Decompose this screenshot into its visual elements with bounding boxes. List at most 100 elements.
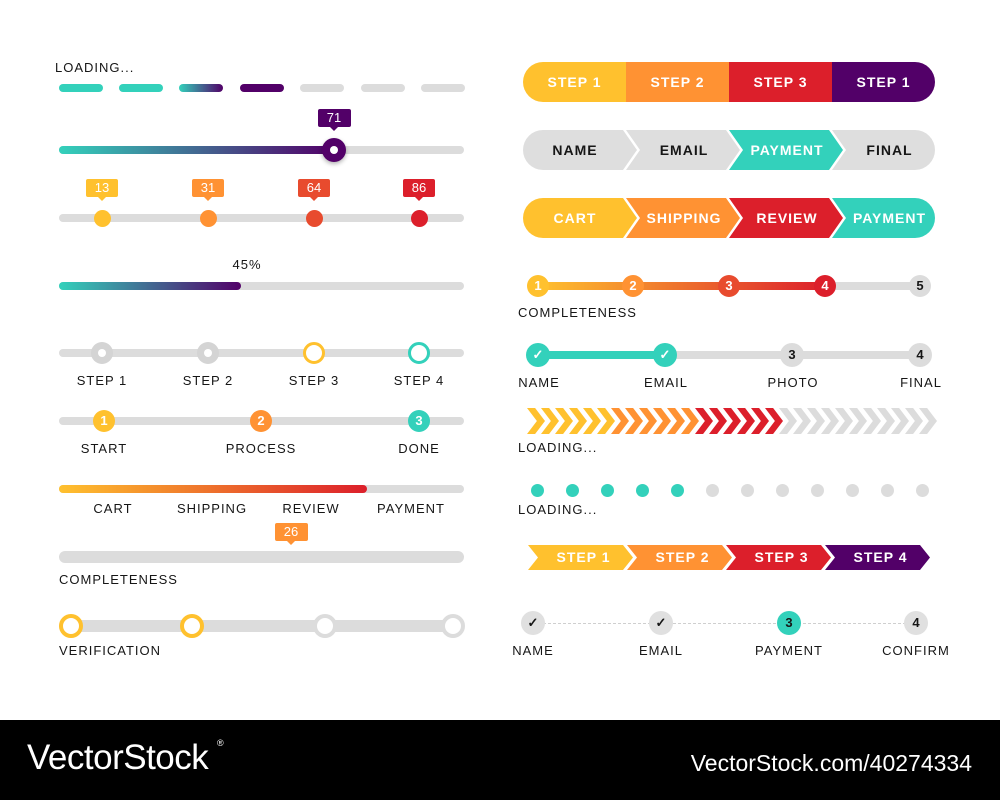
step-ring-1[interactable] — [91, 342, 113, 364]
completeness-step-4[interactable]: 4 — [814, 275, 836, 297]
step-ring-4[interactable] — [408, 342, 430, 364]
loader-dot — [880, 483, 894, 497]
step-ring-3[interactable] — [303, 342, 325, 364]
completeness-tooltip: 26 — [274, 523, 308, 545]
loading-dash-segment — [59, 84, 103, 92]
checkout-label: PAYMENT — [377, 501, 445, 516]
marker-value-tooltip: 64 — [298, 179, 330, 201]
dashed-step-label: NAME — [512, 643, 554, 658]
loader-dot — [705, 483, 719, 497]
loader-dot — [565, 483, 579, 497]
form-arrow-stepper-segment[interactable]: FINAL — [832, 130, 935, 170]
loader-dot — [775, 483, 789, 497]
loader-dot — [600, 483, 614, 497]
completeness-steps-fill — [538, 282, 825, 290]
step-ring-label: STEP 2 — [182, 373, 234, 388]
completeness-steps-label: COMPLETENESS — [518, 305, 637, 320]
profile-steps-track — [538, 351, 920, 359]
marker-dot[interactable] — [305, 209, 323, 227]
numbered-step-3[interactable]: 3 — [408, 410, 430, 432]
step-arrow-4[interactable]: STEP 4 — [825, 545, 930, 570]
completeness-step-2[interactable]: 2 — [622, 275, 644, 297]
completeness-step-5[interactable]: 5 — [909, 275, 931, 297]
verification-step-2[interactable] — [180, 614, 204, 638]
step-ring-label: STEP 1 — [76, 373, 128, 388]
dashed-step-2[interactable]: ✓ — [649, 611, 673, 635]
checkout-arrow-stepper: CART SHIPPING REVIEW PAYMENT — [523, 198, 935, 238]
profile-step-2[interactable]: ✓ — [653, 343, 677, 367]
numbered-step-1[interactable]: 1 — [93, 410, 115, 432]
percent-fill — [59, 282, 242, 290]
form-arrow-stepper-segment[interactable]: NAME — [523, 130, 637, 170]
marker-dot[interactable] — [93, 209, 111, 227]
checkout-arrow-stepper-segment[interactable]: CART — [523, 198, 637, 238]
pill-step-1[interactable]: STEP 1 — [523, 62, 626, 102]
verification-step-4[interactable] — [441, 614, 465, 638]
checkout-arrow-stepper-segment[interactable]: REVIEW — [729, 198, 843, 238]
completeness-label: COMPLETENESS — [59, 572, 178, 587]
profile-step-label: NAME — [518, 375, 560, 390]
form-arrow-stepper-segment[interactable]: PAYMENT — [729, 130, 843, 170]
profile-step-label: EMAIL — [643, 375, 689, 390]
form-arrow-stepper: NAME EMAIL PAYMENT FINAL — [523, 130, 935, 170]
profile-step-3[interactable]: 3 — [780, 343, 804, 367]
loader-dot — [530, 483, 544, 497]
pill-stepper: STEP 1 STEP 2 STEP 3 STEP 1 — [523, 62, 935, 102]
marker-dot[interactable] — [199, 209, 217, 227]
slider-knob[interactable] — [322, 138, 346, 162]
completeness-fill — [61, 553, 294, 561]
image-reference: VectorStock.com/40274334 — [690, 750, 972, 776]
verification-step-3[interactable] — [313, 614, 337, 638]
loader-chevron — [527, 408, 545, 434]
dashed-step-1[interactable]: ✓ — [521, 611, 545, 635]
step-arrow-2[interactable]: STEP 2 — [627, 545, 732, 570]
profile-step-1[interactable]: ✓ — [526, 343, 550, 367]
profile-step-label: FINAL — [900, 375, 942, 390]
loading-dash-segment — [179, 84, 223, 92]
profile-step-4[interactable]: 4 — [908, 343, 932, 367]
numbered-step-2[interactable]: 2 — [250, 410, 272, 432]
dashed-step-label: PAYMENT — [755, 643, 823, 658]
loader-dot — [915, 483, 929, 497]
verification-label: VERIFICATION — [59, 643, 162, 658]
step-ring-2[interactable] — [197, 342, 219, 364]
pill-step-3[interactable]: STEP 3 — [729, 62, 832, 102]
pill-step-2[interactable]: STEP 2 — [626, 62, 729, 102]
loader-dot — [670, 483, 684, 497]
chevron-loading-label: LOADING... — [518, 440, 598, 455]
loading-label: LOADING... — [55, 60, 135, 75]
step-ring-center — [204, 349, 212, 357]
profile-step-label: PHOTO — [767, 375, 819, 390]
ring-steps-track — [59, 349, 464, 357]
marker-value-tooltip: 13 — [86, 179, 118, 201]
loading-dash-segment — [119, 84, 163, 92]
checkout-label: CART — [93, 501, 133, 516]
pill-step-4[interactable]: STEP 1 — [832, 62, 935, 102]
checkout-label: SHIPPING — [176, 501, 248, 516]
completeness-step-3[interactable]: 3 — [718, 275, 740, 297]
form-arrow-stepper-segment[interactable]: EMAIL — [626, 130, 740, 170]
marker-track — [59, 214, 464, 222]
dashed-step-4[interactable]: 4 — [904, 611, 928, 635]
checkout-arrow-stepper-segment[interactable]: PAYMENT — [832, 198, 935, 238]
completeness-step-1[interactable]: 1 — [527, 275, 549, 297]
slider-knob-center — [330, 146, 338, 154]
verification-step-1[interactable] — [59, 614, 83, 638]
step-arrow-3[interactable]: STEP 3 — [726, 545, 831, 570]
dot-loading-label: LOADING... — [518, 502, 598, 517]
dashed-step-3[interactable]: 3 — [777, 611, 801, 635]
loader-dot — [810, 483, 824, 497]
loader-dot — [845, 483, 859, 497]
step-ring-label: STEP 4 — [393, 373, 445, 388]
step-arrow-1[interactable]: STEP 1 — [528, 545, 633, 570]
numbered-step-label: DONE — [398, 441, 440, 456]
marker-value-tooltip: 86 — [403, 179, 435, 201]
marker-dot[interactable] — [410, 209, 428, 227]
percent-label: 45% — [232, 257, 262, 272]
checkout-arrow-stepper-segment[interactable]: SHIPPING — [626, 198, 740, 238]
percent-track — [59, 282, 464, 290]
marker-value-tooltip: 31 — [192, 179, 224, 201]
loading-dash-segment — [240, 84, 284, 92]
dashed-step-label: CONFIRM — [882, 643, 950, 658]
